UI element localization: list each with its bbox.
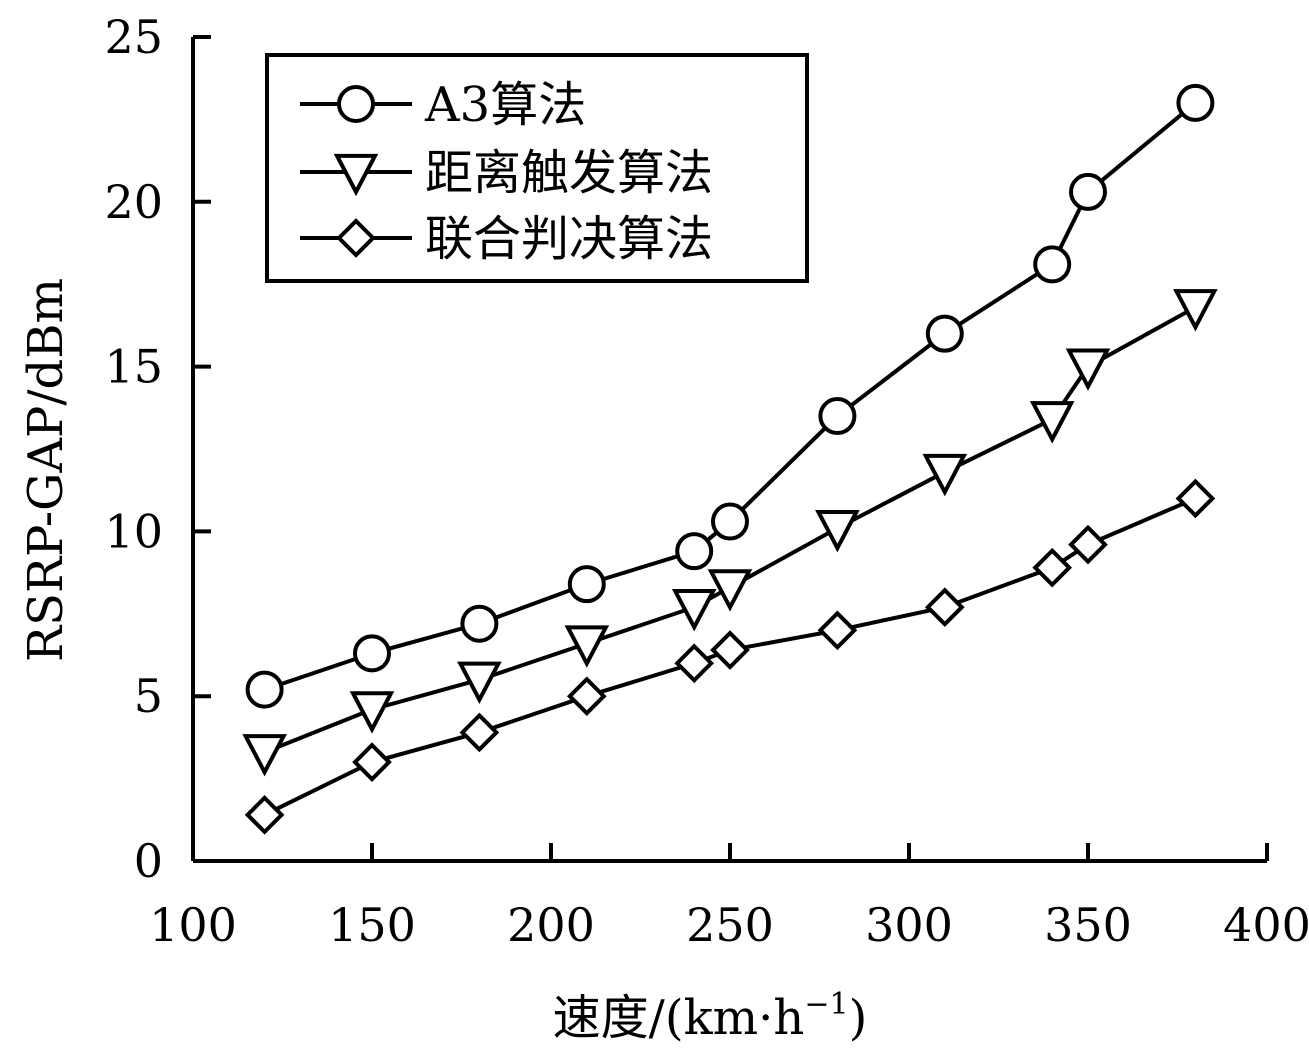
data-point [1175, 478, 1216, 519]
data-point [1176, 83, 1215, 122]
data-point [353, 634, 391, 673]
data-point [818, 397, 857, 436]
series-circle [245, 83, 1215, 709]
data-point [922, 453, 968, 497]
x-axis-title-superscript: −1 [804, 987, 848, 1022]
x-tick-label: 150 [328, 898, 416, 952]
data-point [925, 314, 964, 353]
data-point [817, 610, 858, 651]
data-point [1032, 547, 1073, 588]
y-axis-title: RSRP-GAP/dBm [18, 278, 74, 662]
y-tick-label: 20 [104, 175, 163, 229]
y-tick-label: 0 [134, 834, 163, 888]
y-tick-label: 5 [134, 669, 163, 723]
data-point [457, 661, 502, 704]
data-point [1065, 348, 1111, 391]
data-point [1173, 289, 1218, 332]
legend-label: A3算法 [424, 77, 586, 133]
x-tick-label: 250 [686, 898, 774, 952]
data-point [1029, 401, 1075, 444]
data-point [711, 502, 749, 541]
legend-entry: 联合判决算法 [300, 211, 713, 267]
data-point [459, 712, 500, 753]
data-point [1069, 172, 1107, 211]
x-axis-title: 速度/(km·h−1) [553, 987, 868, 1046]
legend-entry: A3算法 [300, 77, 586, 133]
data-point [244, 795, 285, 835]
y-tick-label: 10 [104, 504, 163, 558]
series-diamond [244, 478, 1216, 835]
data-point [671, 589, 717, 632]
data-point [924, 587, 965, 628]
legend-marker [333, 153, 379, 197]
data-point [245, 670, 284, 709]
data-point [1033, 245, 1072, 284]
x-tick-label: 200 [507, 898, 595, 952]
data-point [349, 691, 395, 734]
x-axis-title-end: ) [849, 990, 868, 1046]
x-tick-label: 350 [1044, 898, 1132, 952]
data-point [710, 630, 750, 670]
data-point [815, 509, 860, 553]
legend-marker [336, 218, 376, 258]
series [242, 83, 1218, 835]
data-point [460, 604, 499, 643]
y-tick-label: 15 [104, 340, 163, 394]
data-point [567, 565, 606, 604]
x-axis-title-main: 速度/(km·h [553, 990, 805, 1046]
ticks: 100 150 200 250 300 350 400 0 5 10 15 20 25 [104, 10, 1309, 952]
data-point [566, 676, 607, 717]
legend-marker [337, 85, 375, 123]
data-point [564, 625, 610, 668]
x-tick-label: 400 [1223, 898, 1309, 952]
legend-label: 距离触发算法 [425, 145, 713, 201]
data-point [242, 734, 287, 777]
x-tick-label: 300 [865, 898, 953, 952]
x-tick-label: 100 [149, 898, 237, 952]
legend-entry: 距离触发算法 [300, 145, 713, 201]
y-tick-label: 25 [104, 10, 163, 64]
data-point [352, 742, 392, 782]
series-triangle-down [242, 289, 1218, 777]
data-point [675, 532, 714, 571]
data-point [1068, 524, 1108, 565]
data-point [674, 643, 715, 684]
legend-label: 联合判决算法 [425, 211, 713, 267]
data-point [707, 569, 753, 612]
